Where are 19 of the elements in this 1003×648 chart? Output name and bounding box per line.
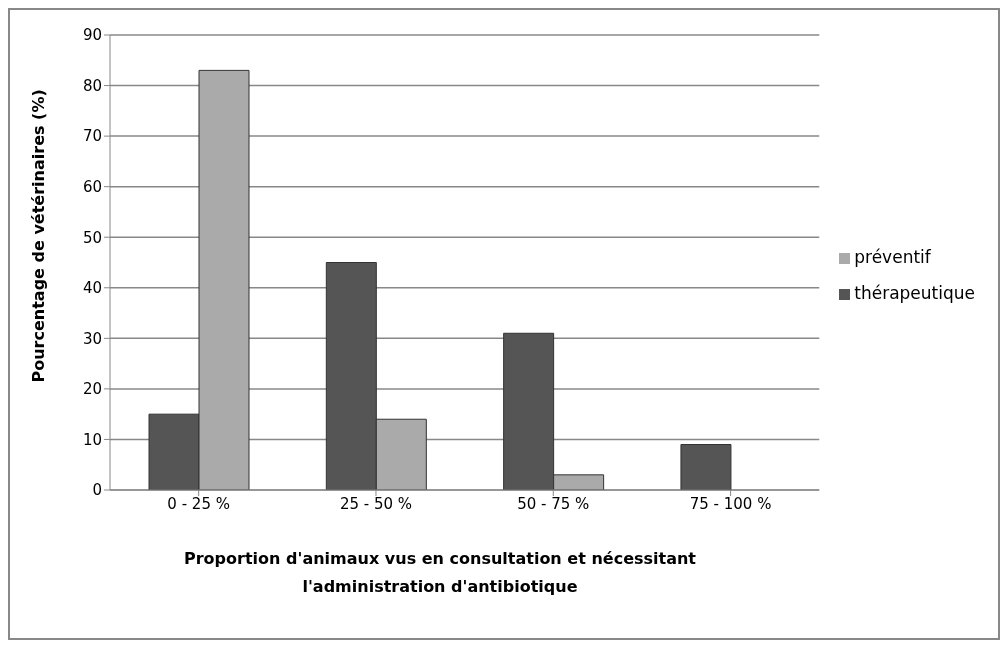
y-tick-label: 10 (82, 430, 102, 449)
y-tick-label: 70 (82, 127, 102, 146)
y-tick-label: 80 (82, 76, 102, 95)
legend-label: thérapeutique (854, 283, 975, 303)
y-tick-label: 30 (82, 329, 102, 348)
y-tick-label: 0 (92, 481, 102, 500)
y-axis-title: Pourcentage de vétérinaires (%) (28, 89, 48, 383)
y-tick-label: 20 (82, 380, 102, 399)
x-axis-title: Proportion d'animaux vus en consultation et nécessitant l'administration d'antibiotique (183, 548, 697, 598)
x-tick-label: 50 - 75 % (517, 494, 590, 513)
y-tick-label: 60 (82, 177, 102, 196)
x-tick-label: 0 - 25 % (167, 494, 230, 513)
y-tick-label: 40 (82, 279, 102, 298)
legend-label: préventif (854, 247, 931, 267)
x-tick-label: 25 - 50 % (339, 494, 413, 513)
x-tick-label: 75 - 100 % (689, 494, 772, 513)
y-tick-label: 90 (82, 26, 102, 45)
bar (680, 444, 732, 490)
y-tick-label: 50 (82, 228, 102, 247)
